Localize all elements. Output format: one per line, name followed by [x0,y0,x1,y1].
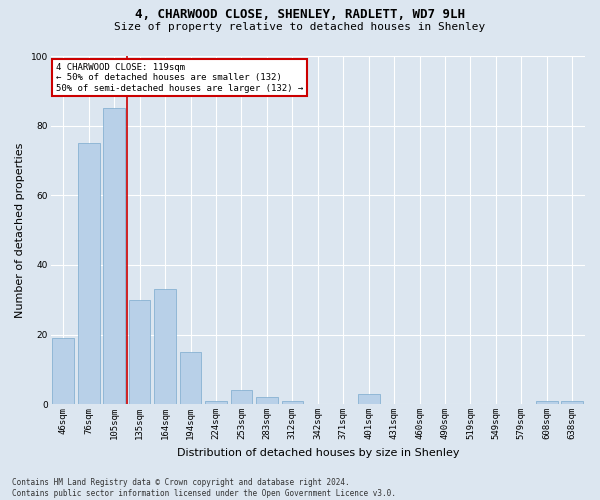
X-axis label: Distribution of detached houses by size in Shenley: Distribution of detached houses by size … [176,448,459,458]
Bar [78,143,100,404]
Bar [562,400,583,404]
Y-axis label: Number of detached properties: Number of detached properties [15,142,25,318]
Bar [205,400,227,404]
Bar [52,338,74,404]
Text: Size of property relative to detached houses in Shenley: Size of property relative to detached ho… [115,22,485,32]
Bar [536,400,557,404]
Text: Contains HM Land Registry data © Crown copyright and database right 2024.
Contai: Contains HM Land Registry data © Crown c… [12,478,396,498]
Text: 4 CHARWOOD CLOSE: 119sqm
← 50% of detached houses are smaller (132)
50% of semi-: 4 CHARWOOD CLOSE: 119sqm ← 50% of detach… [56,63,303,93]
Bar [256,397,278,404]
Bar [230,390,252,404]
Bar [358,394,380,404]
Bar [180,352,202,404]
Bar [154,290,176,404]
Bar [129,300,151,404]
Bar [103,108,125,404]
Bar [281,400,303,404]
Text: 4, CHARWOOD CLOSE, SHENLEY, RADLETT, WD7 9LH: 4, CHARWOOD CLOSE, SHENLEY, RADLETT, WD7… [135,8,465,20]
